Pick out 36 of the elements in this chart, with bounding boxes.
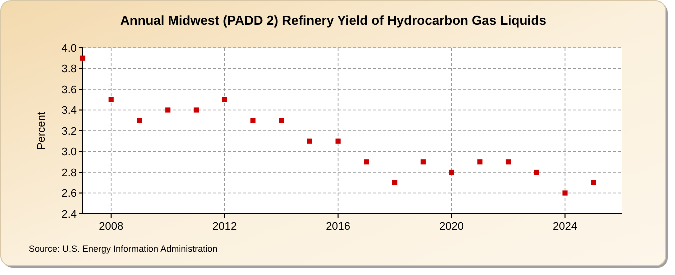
x-tick-label: 2020 xyxy=(440,221,464,233)
chart-title: Annual Midwest (PADD 2) Refinery Yield of Hydrocarbon Gas Liquids xyxy=(120,13,546,28)
point xyxy=(534,170,540,176)
point xyxy=(279,118,284,124)
point xyxy=(137,118,142,124)
point xyxy=(222,97,228,102)
point xyxy=(506,160,512,165)
point xyxy=(108,97,114,102)
y-axis-title: Percent xyxy=(36,112,48,150)
point xyxy=(250,118,256,124)
y-tick-label: 3.8 xyxy=(62,64,77,76)
y-tick-label: 2.4 xyxy=(62,208,77,221)
point xyxy=(420,160,426,165)
point xyxy=(80,56,86,61)
x-tick-label: 2008 xyxy=(99,221,124,233)
point xyxy=(591,180,596,186)
y-tick-label: 2.8 xyxy=(62,167,77,180)
y-tick-label: 3.6 xyxy=(62,84,77,96)
x-tick-label: 2012 xyxy=(212,221,238,233)
point xyxy=(166,108,171,113)
point xyxy=(392,180,398,186)
point xyxy=(562,190,568,196)
y-tick-label: 3.2 xyxy=(62,126,77,138)
point xyxy=(336,138,341,144)
x-tick-label: 2024 xyxy=(553,221,578,233)
point xyxy=(478,160,483,165)
y-tick-label: 3.0 xyxy=(62,146,77,159)
point xyxy=(307,138,312,144)
y-tick-label: 3.4 xyxy=(62,105,77,118)
source-note: Source: U.S. Energy Information Administration xyxy=(29,244,218,254)
point xyxy=(194,108,200,113)
point xyxy=(449,170,454,176)
point xyxy=(364,160,370,165)
y-tick-label: 2.6 xyxy=(62,188,77,200)
x-tick-label: 2016 xyxy=(326,221,351,233)
y-tick-label: 4.0 xyxy=(62,42,77,55)
